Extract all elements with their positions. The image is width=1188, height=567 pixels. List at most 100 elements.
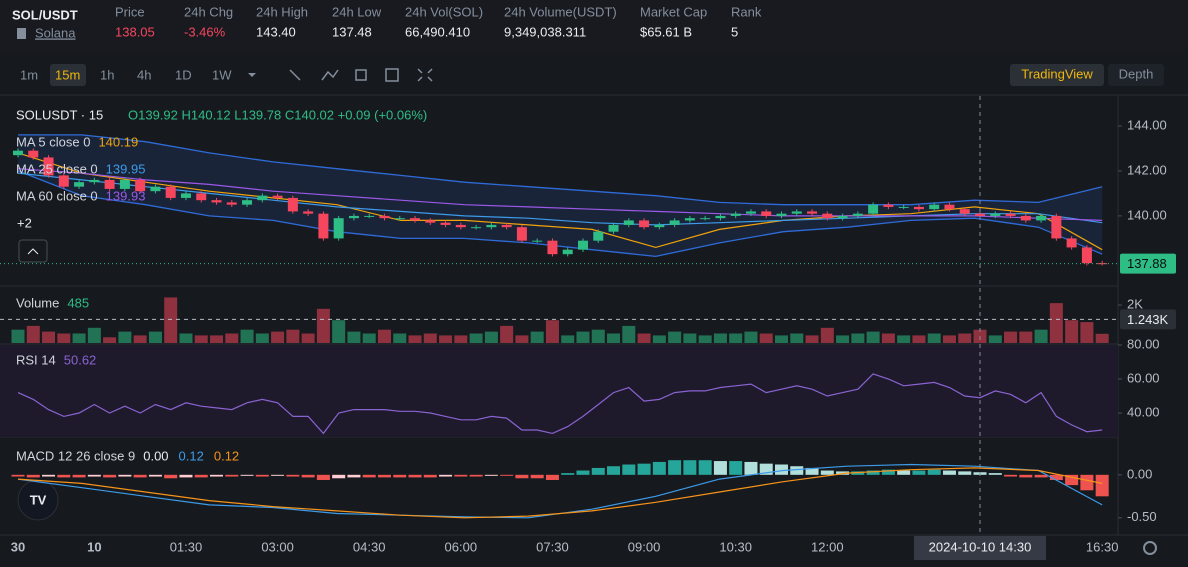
x-tick-label: 10:30 — [719, 539, 752, 554]
dropdown[interactable] — [248, 73, 256, 77]
volume-bar — [423, 333, 437, 343]
macd-histogram — [958, 471, 972, 475]
tool-icon[interactable] — [321, 69, 339, 81]
macd-readout: 0.12 — [214, 448, 239, 463]
candle-body — [13, 150, 23, 156]
stat-value: 9,349,038.311 — [504, 24, 586, 39]
volume-bar — [42, 331, 56, 343]
pane-title: RSI 14 — [16, 352, 56, 367]
candle-body — [135, 179, 146, 192]
candle-body — [471, 227, 482, 229]
tool-icon[interactable] — [385, 68, 399, 82]
candle-body — [394, 218, 405, 220]
interval[interactable]: 15m — [55, 67, 80, 82]
macd-histogram — [454, 474, 468, 477]
macd-histogram — [576, 470, 590, 475]
macd-histogram — [194, 474, 208, 478]
stat-label: 24h High — [256, 4, 308, 19]
macd-histogram — [1034, 474, 1048, 478]
volume-bar — [591, 329, 605, 343]
candle-body — [165, 186, 176, 198]
macd-histogram — [255, 474, 269, 477]
volume-bar — [26, 325, 40, 343]
macd-histogram — [118, 474, 132, 477]
volume-bar — [316, 308, 330, 343]
macd-histogram — [607, 466, 621, 475]
stat-value: 137.48 — [332, 24, 372, 39]
candle-body — [639, 220, 650, 228]
legend-more: +2 — [17, 215, 32, 230]
y-tick-label: 140.00 — [1127, 207, 1167, 222]
macd-histogram — [1004, 474, 1018, 477]
tool-icon[interactable] — [289, 69, 301, 81]
volume-bar — [408, 335, 422, 343]
candle-body — [287, 197, 298, 212]
ma-value: 139.93 — [106, 188, 146, 203]
volume-bar — [545, 320, 559, 343]
view-tab[interactable]: Depth — [1119, 66, 1154, 81]
interval[interactable]: 1D — [175, 67, 192, 82]
view-tab[interactable]: TradingView — [1021, 66, 1093, 81]
macd-histogram — [316, 474, 330, 480]
volume-bar — [622, 325, 636, 343]
candle-body — [1005, 213, 1016, 216]
macd-histogram — [1095, 474, 1109, 497]
macd-histogram — [881, 469, 895, 475]
ma-line — [17, 152, 1103, 251]
volume-bar — [744, 331, 758, 343]
candle-body — [532, 240, 543, 242]
macd-histogram — [103, 474, 117, 478]
volume-bar — [11, 329, 25, 343]
stat-value: $65.61 B — [640, 24, 692, 39]
candle-body — [547, 240, 558, 255]
coin-name[interactable]: Solana — [35, 25, 76, 40]
interval[interactable]: 1m — [20, 67, 38, 82]
interval[interactable]: 1h — [100, 67, 114, 82]
volume-bar — [683, 333, 697, 343]
interval[interactable]: 4h — [137, 67, 151, 82]
volume-bar — [194, 335, 208, 343]
volume-bar — [805, 335, 819, 343]
macd-histogram — [698, 460, 712, 475]
y-tick-label: 142.00 — [1127, 162, 1167, 177]
volume-bar — [713, 333, 727, 343]
x-tick-label: 16:30 — [1086, 539, 1119, 554]
candle-body — [868, 204, 879, 214]
interval[interactable]: 1W — [212, 67, 232, 82]
tool-icon[interactable] — [417, 68, 433, 82]
macd-histogram — [286, 474, 300, 477]
stat-label: 24h Low — [332, 4, 382, 19]
candle-body — [516, 227, 527, 241]
candle-body — [501, 224, 512, 228]
macd-histogram — [652, 461, 666, 475]
candle-body — [196, 193, 207, 201]
candle-body — [837, 215, 848, 219]
collapse-button[interactable] — [18, 239, 48, 263]
candle-body — [333, 218, 344, 239]
macd-histogram — [332, 474, 346, 479]
tool-icon[interactable] — [355, 69, 367, 81]
macd-histogram — [683, 460, 697, 475]
macd-histogram — [439, 474, 453, 477]
settings-icon[interactable] — [1143, 541, 1157, 555]
macd-histogram — [240, 474, 254, 476]
macd-histogram — [927, 469, 941, 475]
x-tick-label: 03:00 — [261, 539, 294, 554]
candle-body — [455, 224, 466, 228]
x-tick-label: 07:30 — [536, 539, 569, 554]
candle-body — [623, 220, 634, 225]
y-tick-label: 144.00 — [1127, 117, 1167, 132]
macd-histogram — [729, 461, 743, 475]
volume-bar — [927, 333, 941, 343]
candle-body — [898, 206, 909, 208]
candle-body — [1020, 215, 1031, 221]
macd-histogram — [377, 474, 391, 478]
volume-bar — [362, 333, 376, 343]
candle-body — [226, 202, 237, 205]
candle-body — [608, 224, 619, 232]
candle-body — [74, 182, 85, 187]
macd-histogram — [133, 474, 147, 478]
candle-body — [776, 213, 787, 216]
volume-bar — [637, 333, 651, 343]
